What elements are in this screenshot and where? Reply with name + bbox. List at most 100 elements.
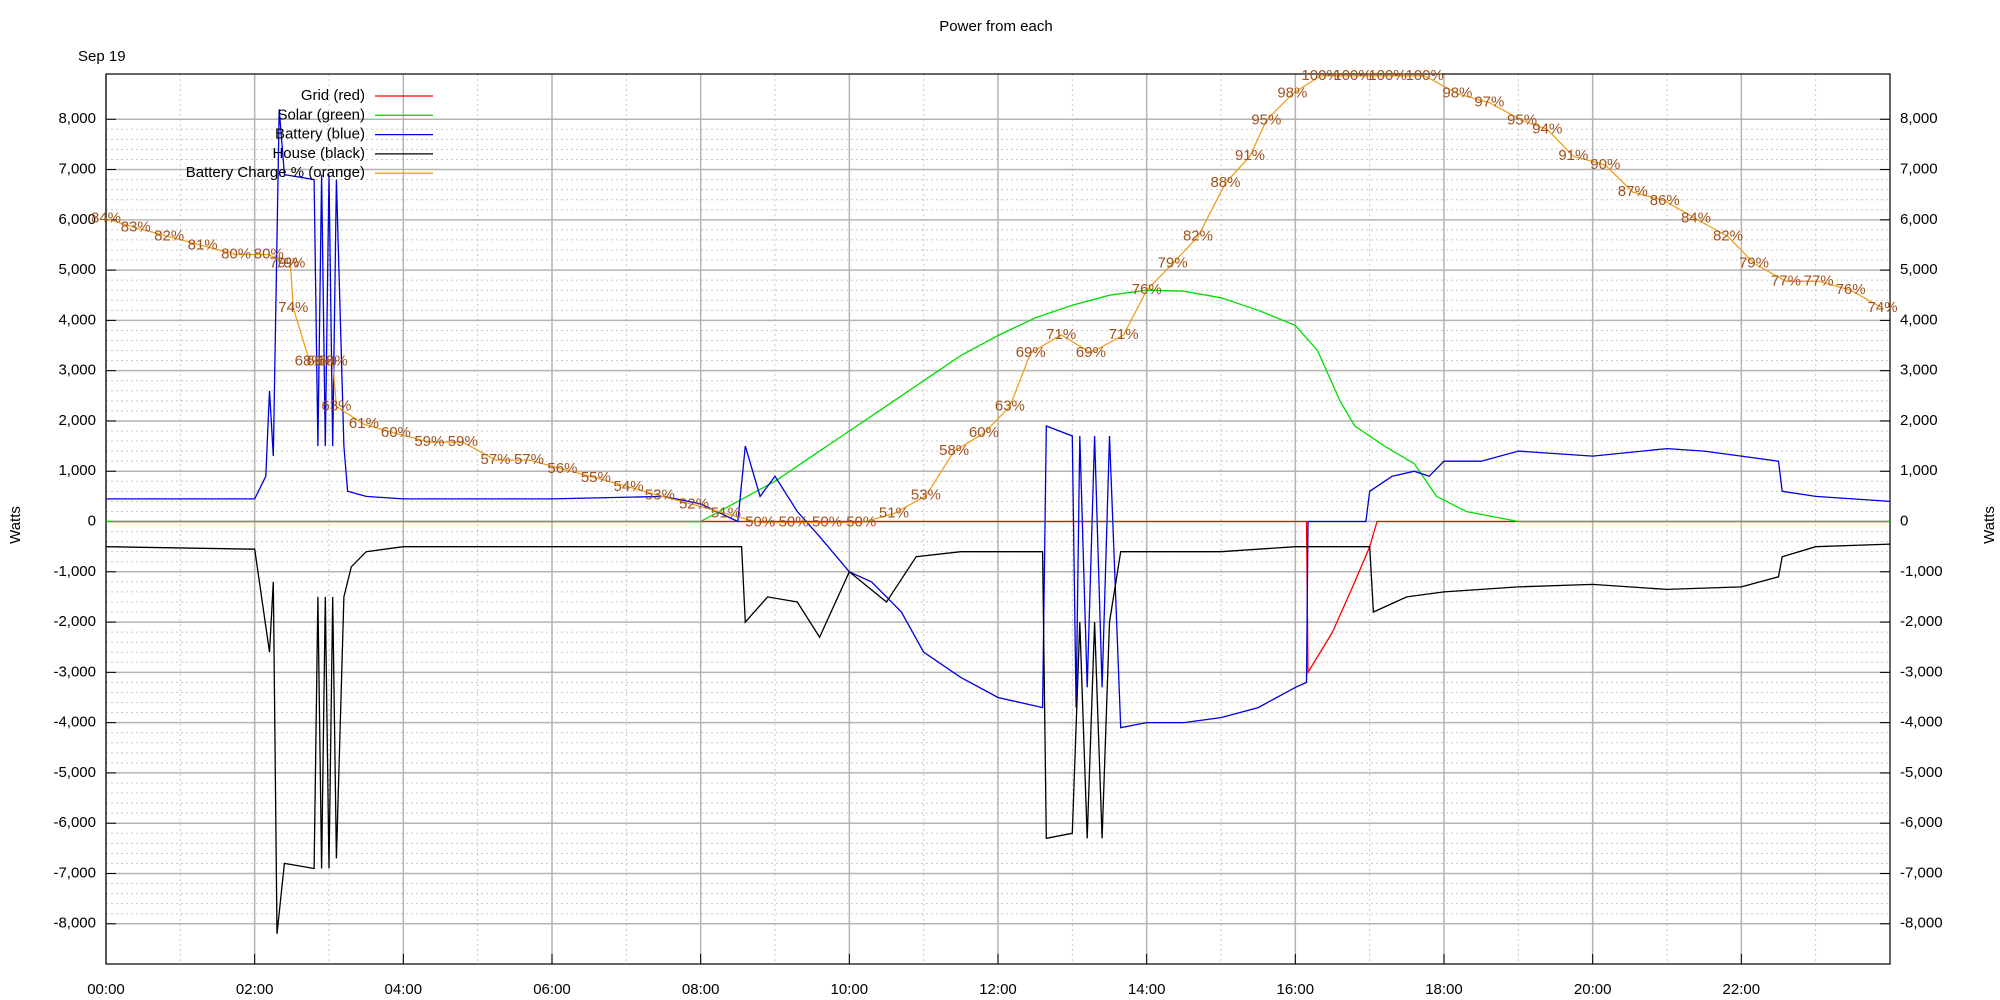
y2-tick-label: 3,000 [1900, 362, 1938, 379]
data-label: 68% [318, 353, 348, 370]
data-label: 95% [1251, 111, 1281, 128]
series-line [105, 543, 1891, 934]
data-label: 53% [645, 487, 675, 504]
y-tick-label: -1,000 [53, 563, 96, 580]
y2-tick-label: -2,000 [1900, 613, 1943, 630]
legend-label: Battery (blue) [275, 126, 365, 143]
y2-tick-label: -8,000 [1900, 915, 1943, 932]
y-tick-label: -8,000 [53, 915, 96, 932]
data-label: 52% [679, 496, 709, 513]
y2-tick-label: -1,000 [1900, 563, 1943, 580]
data-label: 100% [1405, 67, 1443, 84]
y-tick-label: 6,000 [58, 211, 96, 228]
x-tick-label: 12:00 [979, 981, 1017, 998]
data-label: 84% [91, 210, 121, 227]
data-label: 71% [1046, 326, 1076, 343]
y-tick-label: -2,000 [53, 613, 96, 630]
y2-tick-label: 4,000 [1900, 311, 1938, 328]
data-label: 61% [349, 415, 379, 432]
y2-tick-label: 8,000 [1900, 110, 1938, 127]
y2-tick-label: 6,000 [1900, 211, 1938, 228]
data-label: 68% [307, 353, 337, 370]
data-label: 55% [581, 469, 611, 486]
y-tick-label: 7,000 [58, 161, 96, 178]
data-label: 94% [1532, 120, 1562, 137]
data-label: 79% [275, 254, 305, 271]
y2-tick-label: -5,000 [1900, 764, 1943, 781]
data-label: 60% [381, 424, 411, 441]
data-label: 68% [295, 353, 325, 370]
data-label: 77% [1771, 272, 1801, 289]
data-label: 54% [614, 478, 644, 495]
data-label: 71% [1109, 326, 1139, 343]
data-label: 83% [121, 219, 151, 236]
data-label: 90% [1590, 156, 1620, 173]
y-tick-label: -3,000 [53, 663, 96, 680]
y2-tick-label: -4,000 [1900, 714, 1943, 731]
data-label: 91% [1235, 147, 1265, 164]
y-tick-label: -7,000 [53, 864, 96, 881]
date-label: Sep 19 [78, 48, 126, 65]
data-label: 69% [1016, 344, 1046, 361]
y-tick-label: 3,000 [58, 362, 96, 379]
data-label: 51% [879, 505, 909, 522]
x-tick-label: 10:00 [831, 981, 869, 998]
y2-tick-label: 1,000 [1900, 462, 1938, 479]
data-label: 74% [1868, 299, 1898, 316]
x-tick-label: 20:00 [1574, 981, 1612, 998]
y-axis-label-right: Watts [1981, 506, 1998, 544]
data-label: 69% [1076, 344, 1106, 361]
legend-label: Solar (green) [277, 106, 365, 123]
x-tick-label: 04:00 [385, 981, 423, 998]
data-label: 76% [1132, 281, 1162, 298]
legend-label: House (black) [272, 145, 365, 162]
y-tick-label: -6,000 [53, 814, 96, 831]
data-label: 77% [1804, 272, 1834, 289]
data-label: 51% [711, 505, 741, 522]
data-label: 86% [1650, 192, 1680, 209]
x-tick-label: 00:00 [87, 981, 125, 998]
data-label: 79% [269, 254, 299, 271]
data-label: 100% [1301, 67, 1339, 84]
data-label: 50% [846, 514, 876, 531]
data-label: 97% [1474, 94, 1504, 111]
legend-label: Grid (red) [301, 87, 365, 104]
data-label: 79% [1739, 254, 1769, 271]
y2-tick-label: 0 [1900, 512, 1908, 529]
y-tick-label: 5,000 [58, 261, 96, 278]
legend-label: Battery Charge % (orange) [186, 164, 365, 181]
data-label: 79% [1158, 254, 1188, 271]
y-tick-label: 8,000 [58, 110, 96, 127]
y-tick-label: 2,000 [58, 412, 96, 429]
data-label: 82% [1183, 228, 1213, 245]
x-tick-label: 16:00 [1277, 981, 1315, 998]
series-line [105, 75, 1883, 524]
data-label: 100% [1333, 67, 1371, 84]
y2-tick-label: -6,000 [1900, 814, 1943, 831]
x-tick-label: 06:00 [533, 981, 571, 998]
plot-frame [105, 73, 1891, 965]
data-label: 74% [278, 299, 308, 316]
data-label: 57% [514, 451, 544, 468]
y-tick-label: 1,000 [58, 462, 96, 479]
y-axis-label: Watts [7, 506, 24, 544]
y-tick-label: 0 [88, 512, 96, 529]
data-label: 63% [995, 397, 1025, 414]
y2-tick-label: 5,000 [1900, 261, 1938, 278]
data-label: 58% [939, 442, 969, 459]
series-line [106, 109, 1891, 729]
data-label: 57% [480, 451, 510, 468]
data-label: 80% [254, 245, 284, 262]
data-label: 76% [1836, 281, 1866, 298]
data-label: 82% [1713, 228, 1743, 245]
data-label: 98% [1277, 85, 1307, 102]
x-tick-label: 02:00 [236, 981, 274, 998]
data-label: 84% [1681, 210, 1711, 227]
x-tick-label: 14:00 [1128, 981, 1166, 998]
y-tick-label: -5,000 [53, 764, 96, 781]
data-label: 91% [1558, 147, 1588, 164]
y2-tick-label: -7,000 [1900, 864, 1943, 881]
data-label: 56% [547, 460, 577, 477]
data-label: 59% [414, 433, 444, 450]
